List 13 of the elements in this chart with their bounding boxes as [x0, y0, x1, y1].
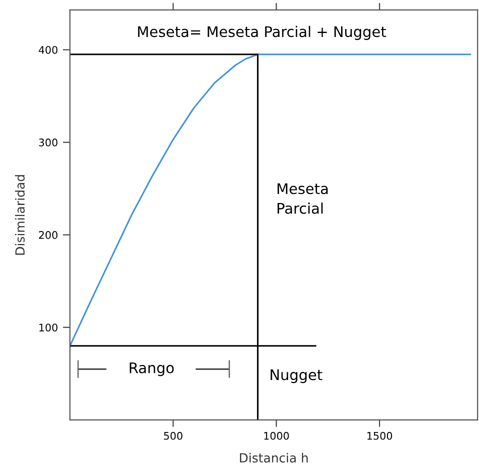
- y-tick-label: 300: [39, 138, 58, 146]
- x-tick-label: 500: [164, 432, 182, 440]
- annotation: Meseta Parcial: [278, 183, 328, 214]
- x-tick-label: 1000: [264, 432, 289, 440]
- x-tick-label: 1500: [367, 432, 392, 440]
- annotation: Rango: [130, 362, 174, 376]
- annotation: Nugget: [270, 369, 322, 384]
- y-tick-label: 400: [38, 46, 58, 54]
- y-tick-label: 200: [39, 231, 58, 239]
- x-axis-title: Distancia h: [240, 452, 308, 463]
- y-tick-label: 100: [39, 324, 58, 332]
- annotation: Meseta= Meseta Parcial + Nugget: [138, 26, 386, 40]
- y-axis-title: Disimilaridad: [15, 175, 25, 255]
